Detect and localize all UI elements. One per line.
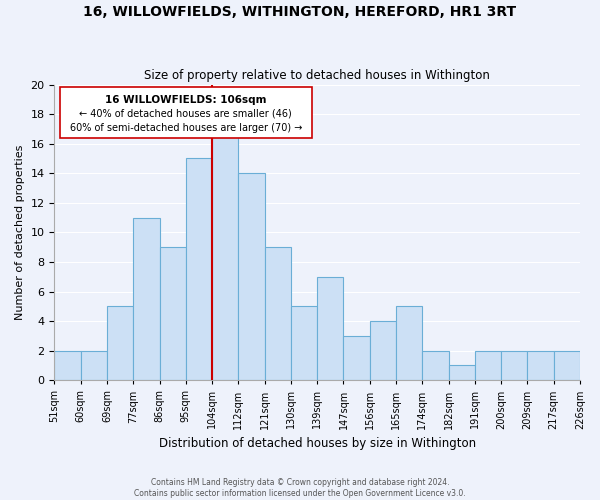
Bar — [475, 350, 501, 380]
FancyBboxPatch shape — [59, 87, 312, 138]
Bar — [291, 306, 317, 380]
Bar — [370, 321, 396, 380]
Text: 60% of semi-detached houses are larger (70) →: 60% of semi-detached houses are larger (… — [70, 123, 302, 133]
Bar — [80, 350, 107, 380]
Text: 16, WILLOWFIELDS, WITHINGTON, HEREFORD, HR1 3RT: 16, WILLOWFIELDS, WITHINGTON, HEREFORD, … — [83, 5, 517, 19]
Bar — [501, 350, 527, 380]
Bar — [186, 158, 212, 380]
Bar — [160, 247, 186, 380]
Bar — [554, 350, 580, 380]
Text: 16 WILLOWFIELDS: 106sqm: 16 WILLOWFIELDS: 106sqm — [105, 95, 266, 105]
Bar — [527, 350, 554, 380]
Bar — [396, 306, 422, 380]
Bar — [265, 247, 291, 380]
Title: Size of property relative to detached houses in Withington: Size of property relative to detached ho… — [144, 69, 490, 82]
Bar — [343, 336, 370, 380]
Text: ← 40% of detached houses are smaller (46): ← 40% of detached houses are smaller (46… — [79, 108, 292, 118]
Bar — [238, 174, 265, 380]
Y-axis label: Number of detached properties: Number of detached properties — [15, 144, 25, 320]
Bar — [449, 366, 475, 380]
Bar — [212, 129, 238, 380]
Bar — [107, 306, 133, 380]
Bar — [422, 350, 449, 380]
Bar — [317, 277, 343, 380]
X-axis label: Distribution of detached houses by size in Withington: Distribution of detached houses by size … — [158, 437, 476, 450]
Text: Contains HM Land Registry data © Crown copyright and database right 2024.
Contai: Contains HM Land Registry data © Crown c… — [134, 478, 466, 498]
Bar — [55, 350, 80, 380]
Bar — [133, 218, 160, 380]
